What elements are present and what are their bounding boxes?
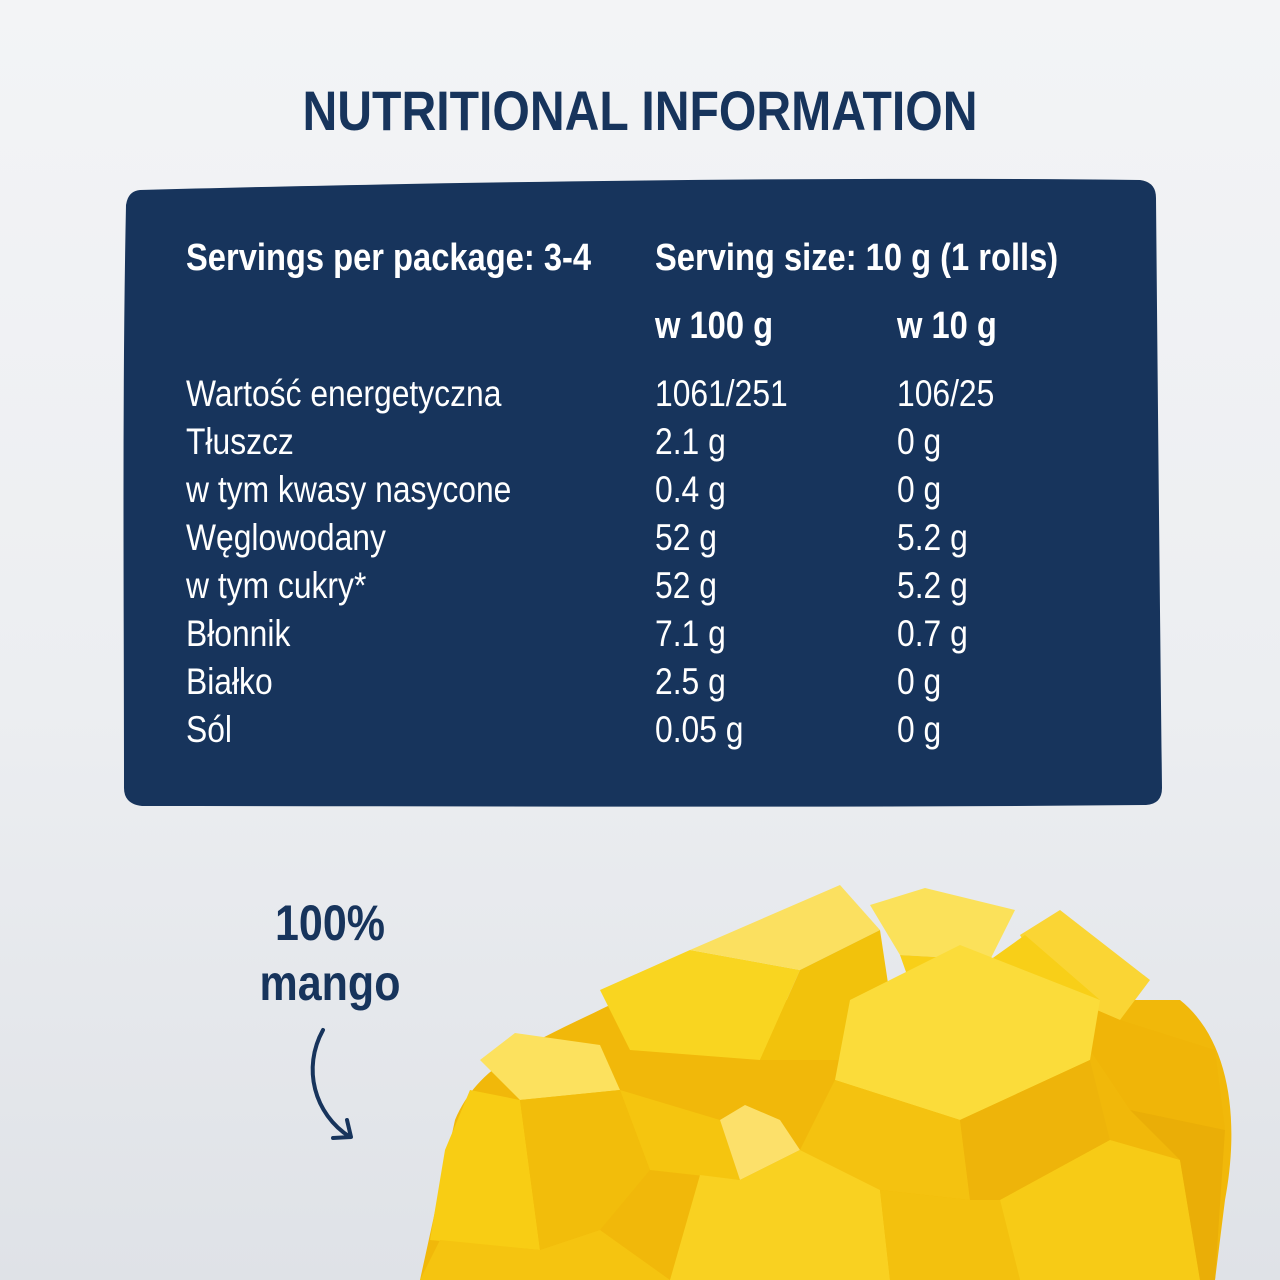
nutrient-value-100g: 0.4 g [655,469,726,510]
nutrient-value-100g: 0.05 g [655,709,744,750]
nutrient-value-100g: 7.1 g [655,613,726,654]
nutrient-name: w tym kwasy nasycone [186,469,512,510]
column-header-serving: w 10 g [897,305,997,347]
mango-badge: 100% mango [230,893,430,1013]
nutrient-name: Błonnik [186,613,291,654]
nutrient-value-serving: 5.2 g [897,565,968,606]
nutrient-name: Sól [186,709,232,750]
page-title: NUTRITIONAL INFORMATION [302,79,978,142]
nutrition-panel-bg [123,178,1162,807]
nutrient-value-100g: 2.1 g [655,421,726,462]
nutrient-value-serving: 5.2 g [897,517,968,558]
nutrient-value-serving: 0.7 g [897,613,968,654]
nutrient-value-serving: 0 g [897,469,942,510]
nutrient-value-100g: 1061/251 [655,373,788,414]
nutrient-value-serving: 0 g [897,421,942,462]
serving-size: Serving size: 10 g (1 rolls) [655,237,1059,279]
nutrient-value-serving: 0 g [897,709,942,750]
arrow-icon [310,1028,353,1140]
nutrient-name: Wartość energetyczna [186,373,502,414]
nutrient-name: Tłuszcz [186,421,294,462]
nutrient-value-100g: 2.5 g [655,661,726,702]
badge-fruit-name: mango [259,955,401,1011]
nutrient-value-100g: 52 g [655,517,717,558]
nutrition-panel: Servings per package: 3-4 Serving size: … [0,0,1280,900]
column-header-100g: w 100 g [655,305,774,347]
badge-percentage: 100% [275,895,385,951]
nutrient-name: Białko [186,661,273,702]
nutrient-value-serving: 0 g [897,661,942,702]
nutrient-name: w tym cukry* [186,565,367,606]
mango-icon [420,885,1232,1280]
nutrient-value-100g: 52 g [655,565,717,606]
nutrient-name: Węglowodany [186,517,386,558]
nutrient-value-serving: 106/25 [897,373,995,414]
servings-per-package: Servings per package: 3-4 [186,237,592,279]
